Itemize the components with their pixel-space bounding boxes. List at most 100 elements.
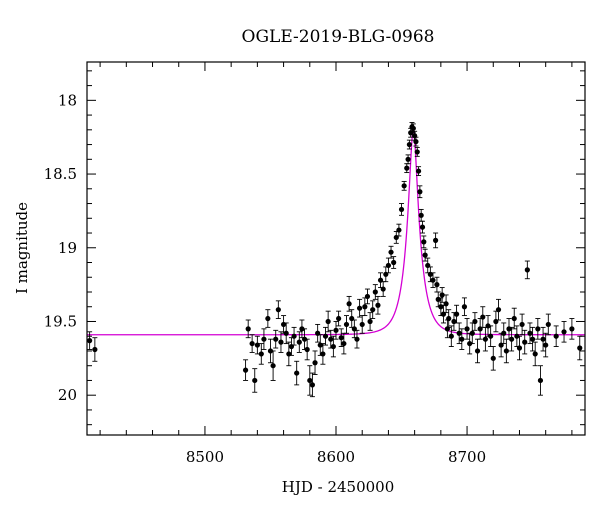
data-point [414, 147, 420, 157]
data-marker [410, 125, 416, 131]
data-marker [490, 355, 496, 361]
data-marker [421, 239, 427, 245]
data-marker [509, 336, 515, 342]
data-marker [249, 340, 255, 347]
data-point [511, 307, 517, 330]
data-point [480, 306, 486, 328]
data-point [362, 297, 368, 317]
data-point [482, 326, 488, 352]
data-marker [529, 336, 536, 342]
data-point [280, 315, 287, 334]
data-point [270, 350, 276, 381]
data-marker [414, 149, 420, 155]
data-marker [333, 327, 339, 333]
data-point [537, 365, 544, 396]
data-marker [545, 321, 551, 328]
data-point [404, 163, 410, 174]
data-marker [267, 348, 274, 354]
data-marker [406, 141, 412, 148]
y-tick-label: 18 [58, 91, 77, 109]
data-marker [480, 314, 486, 320]
data-point [401, 180, 407, 191]
data-marker [535, 326, 541, 332]
data-point [380, 281, 386, 297]
data-marker [261, 336, 267, 342]
data-marker [320, 351, 326, 357]
data-point [509, 326, 515, 352]
data-point [383, 266, 389, 283]
data-point [405, 154, 411, 165]
data-point [261, 328, 267, 350]
data-marker [413, 139, 419, 145]
data-marker [434, 282, 440, 288]
data-point [501, 322, 507, 345]
data-marker [543, 342, 549, 348]
data-marker [439, 292, 445, 298]
data-marker [304, 346, 310, 353]
data-marker [254, 342, 260, 348]
data-marker [325, 318, 331, 325]
data-point [359, 315, 365, 334]
data-point [467, 332, 473, 355]
data-point [312, 350, 318, 376]
data-marker [362, 304, 368, 310]
data-point [385, 257, 392, 274]
data-point [519, 313, 525, 336]
data-point [569, 318, 575, 340]
data-marker [356, 305, 363, 311]
data-point [356, 298, 363, 318]
data-point [543, 332, 549, 358]
data-point [540, 326, 546, 352]
data-marker [343, 321, 350, 328]
data-marker [330, 343, 336, 350]
data-marker [398, 206, 405, 213]
data-marker [446, 315, 452, 322]
data-marker [245, 326, 251, 332]
data-point [343, 315, 350, 334]
data-marker [354, 336, 360, 342]
y-tick-label: 19 [58, 239, 77, 257]
data-marker [443, 301, 449, 307]
x-tick-label: 8600 [317, 448, 355, 466]
data-marker [87, 338, 93, 344]
model-curve [87, 127, 585, 336]
data-marker [301, 336, 308, 342]
data-point [413, 136, 419, 147]
data-point [433, 232, 439, 249]
data-marker [405, 156, 411, 162]
data-marker [375, 302, 381, 308]
data-marker [328, 336, 334, 342]
data-point [320, 343, 326, 365]
data-point [430, 272, 436, 289]
data-point [354, 329, 360, 349]
data-marker [396, 227, 402, 233]
data-point [493, 310, 499, 333]
data-marker [417, 189, 423, 195]
data-marker [485, 323, 491, 329]
data-marker [346, 301, 352, 307]
data-point [448, 325, 454, 347]
data-marker [380, 286, 386, 292]
data-point [391, 256, 397, 269]
data-point [254, 335, 260, 355]
data-marker [482, 336, 488, 342]
data-point [375, 295, 381, 315]
data-marker [367, 318, 373, 325]
data-marker [258, 351, 264, 357]
data-marker [307, 377, 313, 384]
y-tick-label: 20 [58, 386, 77, 404]
data-point [456, 322, 462, 345]
data-point [524, 260, 530, 280]
data-marker [404, 165, 410, 171]
data-point [367, 312, 373, 331]
data-point [421, 235, 427, 249]
data-point [439, 287, 445, 303]
data-marker [577, 345, 583, 351]
data-point [278, 331, 284, 353]
data-point [443, 294, 449, 314]
data-point [577, 335, 583, 361]
data-marker [537, 377, 544, 384]
data-marker [296, 339, 302, 345]
data-marker [495, 307, 502, 313]
data-marker [294, 370, 300, 376]
